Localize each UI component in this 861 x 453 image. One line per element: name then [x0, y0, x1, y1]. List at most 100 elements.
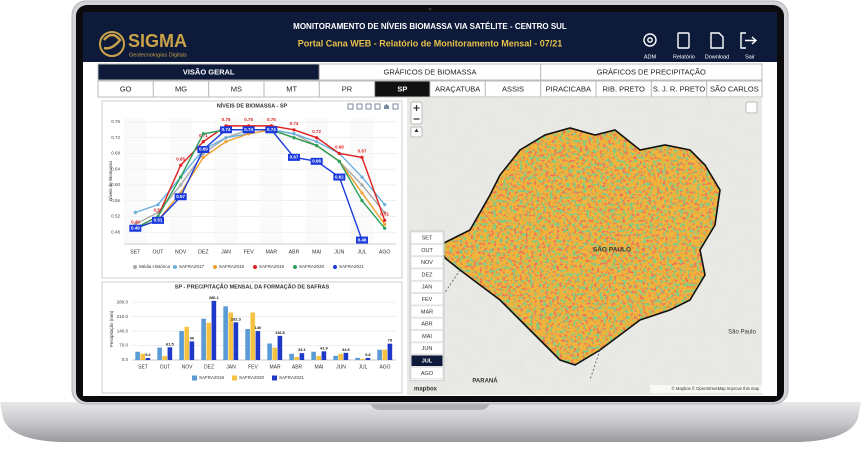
- month-label[interactable]: MAI: [422, 334, 432, 340]
- x-tick-label: DEZ: [198, 249, 208, 255]
- region-label[interactable]: ARAÇATUBA: [435, 84, 480, 93]
- region-label[interactable]: ASSIS: [502, 84, 524, 93]
- logo-icon: [99, 31, 125, 57]
- point: [224, 140, 228, 144]
- attribution[interactable]: © Mapbox © OpenStreetMap Improve this ma…: [672, 386, 760, 391]
- month-label[interactable]: NOV: [421, 260, 433, 266]
- zoom-glyphs[interactable]: [413, 105, 420, 120]
- legend-swatch[interactable]: [293, 265, 297, 269]
- legend-label[interactable]: SAFRA2017: [179, 264, 205, 269]
- region-label[interactable]: SP: [397, 84, 407, 93]
- legend-swatch[interactable]: [213, 265, 217, 269]
- chart-home[interactable]: [384, 104, 389, 109]
- bar: [233, 322, 239, 360]
- month-label[interactable]: AGO: [421, 371, 434, 377]
- legend-swatch[interactable]: [192, 375, 197, 381]
- month-label[interactable]: MAR: [421, 309, 433, 315]
- legend-label[interactable]: SAFRA2018: [219, 264, 245, 269]
- bar: [250, 312, 256, 360]
- legend-swatch[interactable]: [253, 265, 257, 269]
- month-item[interactable]: [410, 354, 444, 367]
- fullscreen-control[interactable]: [745, 101, 758, 114]
- region-label[interactable]: SÃO CARLOS: [710, 84, 759, 93]
- legend-label[interactable]: SAFRA2019: [259, 264, 285, 269]
- legend-label[interactable]: SAFRA2020: [239, 375, 265, 380]
- month-item[interactable]: [410, 243, 444, 257]
- chart-tool[interactable]: [347, 103, 354, 110]
- region-label[interactable]: S. J. R. PRETO: [653, 84, 706, 93]
- month-label[interactable]: JAN: [422, 285, 432, 291]
- legend-swatch[interactable]: [232, 375, 237, 381]
- month-item[interactable]: [410, 317, 444, 331]
- month-label[interactable]: FEV: [422, 297, 433, 303]
- neighbor-border: [439, 269, 601, 381]
- action-label[interactable]: Relatório: [673, 54, 695, 60]
- region-label[interactable]: PIRACICABA: [546, 84, 591, 93]
- region-label[interactable]: MT: [286, 84, 297, 93]
- exit-icon[interactable]: [740, 32, 758, 49]
- region-label[interactable]: PR: [342, 84, 353, 93]
- bar: [316, 355, 322, 360]
- data-label: 182.3: [231, 316, 242, 321]
- tab-label[interactable]: VISÃO GERAL: [183, 67, 235, 76]
- point: [383, 222, 387, 226]
- map[interactable]: [407, 98, 762, 395]
- region-label[interactable]: GO: [120, 84, 132, 93]
- chart-title: NÍVEIS DE BIOMASSA - SP: [217, 101, 288, 109]
- month-item[interactable]: [410, 329, 444, 343]
- adm-icon-center[interactable]: [647, 37, 653, 43]
- download-icon[interactable]: [710, 32, 724, 49]
- data-label: 61.5: [166, 341, 175, 346]
- month-label[interactable]: OUT: [421, 248, 433, 254]
- action-label[interactable]: Download: [705, 54, 729, 60]
- month-label[interactable]: JUN: [422, 346, 433, 352]
- month-item[interactable]: [410, 293, 444, 306]
- legend-swatch[interactable]: [272, 375, 277, 381]
- action-label[interactable]: ADM: [644, 54, 657, 60]
- data-label: 0.51: [380, 212, 389, 217]
- region-label[interactable]: RIB. PRETO: [602, 84, 645, 93]
- month-item[interactable]: [410, 280, 444, 294]
- data-label: 0.62: [335, 174, 344, 179]
- legend-label[interactable]: SAFRA2019: [199, 375, 225, 380]
- tab-label[interactable]: GRÁFICOS DE BIOMASSA: [384, 67, 477, 76]
- legend-label[interactable]: SAFRA2021: [339, 264, 365, 269]
- region-tab[interactable]: [706, 80, 763, 98]
- point: [292, 128, 296, 132]
- bar: [179, 331, 184, 360]
- legend-label[interactable]: SAFRA2020: [299, 264, 325, 269]
- month-label[interactable]: SET: [422, 235, 433, 241]
- month-item[interactable]: [410, 342, 444, 355]
- legend-label[interactable]: Média Histórica: [139, 264, 171, 269]
- bar: [184, 326, 190, 360]
- compass-glyph[interactable]: [414, 128, 419, 133]
- month-label[interactable]: ABR: [421, 322, 432, 328]
- chart-menu[interactable]: [392, 103, 399, 110]
- legend-label[interactable]: SAFRA2021: [279, 375, 305, 380]
- chart-tool[interactable]: [356, 103, 363, 110]
- y-tick-label: 0.64: [111, 166, 120, 171]
- chart-tool[interactable]: [365, 103, 372, 110]
- region-label[interactable]: MS: [231, 84, 242, 93]
- chart-tool[interactable]: [374, 103, 381, 110]
- legend-swatch[interactable]: [333, 265, 337, 269]
- month-item[interactable]: [410, 231, 444, 244]
- month-label[interactable]: DEZ: [422, 272, 434, 278]
- month-item[interactable]: [410, 268, 444, 281]
- month-item[interactable]: [410, 305, 444, 318]
- month-item[interactable]: [410, 366, 444, 380]
- month-label[interactable]: JUL: [422, 358, 433, 364]
- header-title: MONITORAMENTO DE NÍVEIS BIOMASSA VIA SAT…: [293, 22, 567, 31]
- tab[interactable]: [540, 63, 763, 81]
- point: [360, 175, 364, 179]
- adm-icon[interactable]: [643, 33, 657, 47]
- x-tick-label: FEV: [244, 249, 255, 255]
- tab-label[interactable]: GRÁFICOS DE PRECIPITAÇÃO: [597, 67, 706, 76]
- legend-swatch[interactable]: [173, 265, 177, 269]
- month-item[interactable]: [410, 256, 444, 269]
- action-label[interactable]: Sair: [745, 54, 755, 60]
- legend-swatch[interactable]: [133, 265, 137, 269]
- region-label[interactable]: MG: [175, 84, 187, 93]
- report-icon[interactable]: [677, 32, 690, 49]
- data-label: 0.74: [290, 121, 299, 126]
